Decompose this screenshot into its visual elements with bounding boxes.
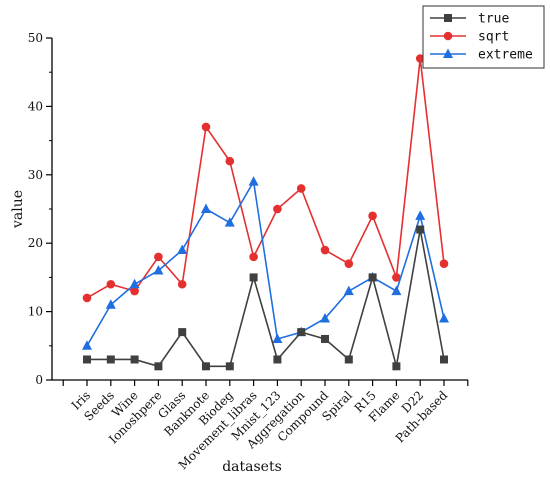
series-sqrt-point	[154, 252, 163, 262]
series-true-point	[249, 273, 258, 282]
series-true-point	[154, 362, 163, 371]
series-sqrt-point	[130, 286, 139, 296]
x-axis-title: datasets	[222, 459, 282, 475]
series-sqrt-point	[344, 259, 354, 269]
series-extreme-point	[439, 312, 449, 323]
series-true-point	[202, 362, 210, 371]
axes	[51, 38, 468, 381]
series-true-point	[344, 355, 353, 364]
series-true-point	[225, 362, 234, 371]
series-sqrt-point	[177, 279, 187, 289]
legend-sqrt-marker	[443, 31, 453, 41]
series-true-point	[297, 328, 306, 337]
series-sqrt-point	[225, 156, 235, 166]
series-true-point	[416, 225, 425, 234]
legend-true-label: true	[478, 12, 509, 27]
series-sqrt-point	[415, 54, 425, 63]
legend-box	[422, 5, 545, 69]
series-true-point	[392, 362, 401, 371]
series-extreme-point	[105, 299, 116, 309]
series-extreme-point	[391, 285, 402, 296]
series-extreme-line	[86, 179, 445, 347]
series-extreme-point	[415, 210, 426, 220]
series-sqrt-point	[106, 279, 116, 289]
y-tick-label: 20	[28, 236, 43, 250]
series-true-point	[440, 355, 448, 364]
y-tick-label: 0	[35, 373, 43, 387]
y-tick-label: 50	[28, 31, 43, 45]
series-sqrt-point	[273, 204, 282, 214]
series-extreme-point	[201, 203, 211, 213]
legend-true-marker	[444, 14, 452, 22]
series-sqrt-line	[86, 58, 445, 299]
series-sqrt-point	[439, 259, 449, 269]
series-sqrt-point	[392, 273, 401, 282]
series-true-point	[273, 355, 282, 364]
series-sqrt-point	[82, 293, 92, 303]
y-tick-label: 30	[28, 168, 43, 182]
series-true-line	[87, 229, 445, 368]
series-true-point	[130, 355, 139, 364]
series-sqrt-point	[249, 252, 258, 262]
series-extreme-point	[177, 244, 188, 255]
series-extreme-point	[129, 278, 140, 289]
series-extreme-point	[272, 333, 283, 343]
series-extreme-point	[320, 312, 330, 323]
series-extreme-point	[224, 217, 235, 227]
series-sqrt-point	[296, 184, 306, 193]
series-group	[82, 54, 449, 371]
series-sqrt	[82, 54, 449, 303]
y-ticks: 0 10 20 30 40 50	[28, 31, 52, 387]
y-axis-title: value	[10, 190, 26, 229]
series-extreme-point	[343, 285, 354, 296]
y-tick-label: 10	[28, 305, 43, 319]
series-sqrt-point	[320, 245, 330, 255]
series-true-point	[321, 334, 329, 343]
series-sqrt-point	[201, 122, 211, 132]
series-true-point	[106, 355, 115, 364]
legend: true sqrt extreme	[422, 5, 545, 69]
series-extreme-point	[248, 176, 259, 186]
legend-extreme-label: extreme	[478, 48, 533, 63]
series-true	[83, 225, 448, 371]
series-extreme	[82, 176, 449, 350]
series-sqrt-point	[368, 211, 377, 221]
series-true-point	[178, 328, 187, 337]
series-true-point	[83, 355, 91, 364]
legend-extreme-marker	[443, 48, 453, 58]
series-extreme-point	[153, 265, 164, 275]
legend-sqrt-label: sqrt	[478, 30, 509, 45]
series-true-point	[368, 273, 377, 282]
series-extreme-point	[82, 340, 92, 350]
y-tick-label: 40	[28, 99, 43, 113]
